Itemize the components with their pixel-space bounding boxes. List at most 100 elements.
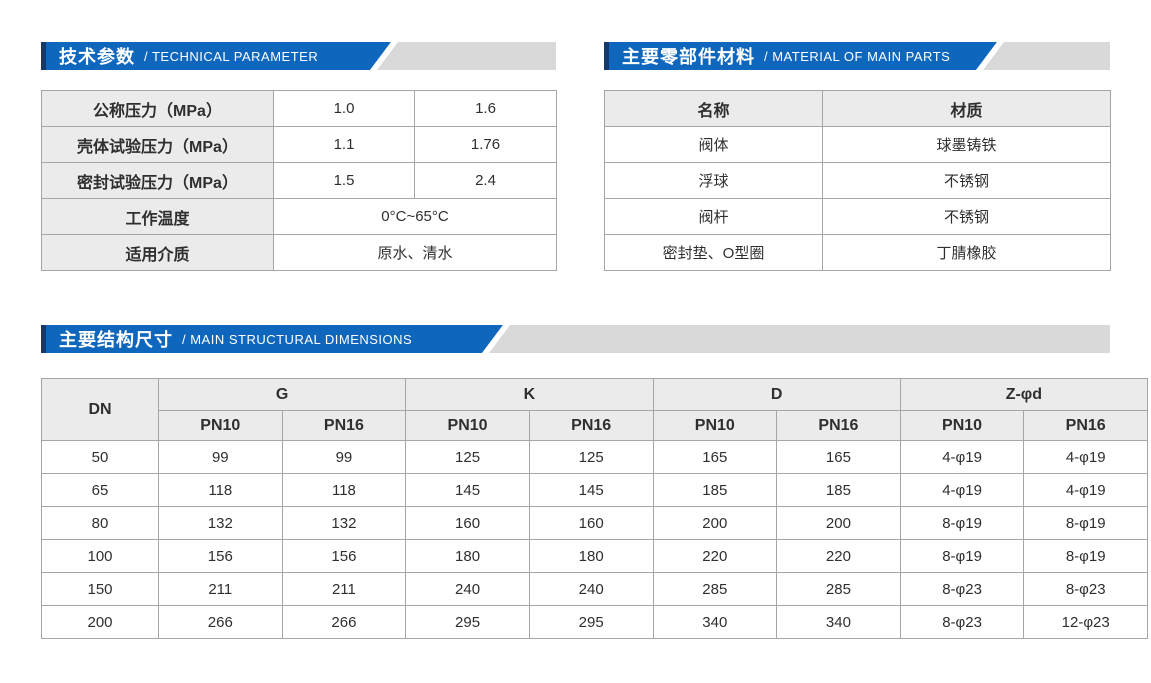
column-header-dn: DN: [41, 378, 159, 441]
column-header-pn: PN10: [899, 410, 1025, 441]
section-title-en: / MAIN STRUCTURAL DIMENSIONS: [182, 331, 413, 347]
dim-value: 185: [776, 473, 901, 507]
dim-value: 4-φ19: [1023, 440, 1148, 474]
dim-value: 165: [652, 440, 778, 474]
column-group-d: D: [652, 378, 901, 411]
table-row: 壳体试验压力（MPa） 1.1 1.76: [41, 126, 557, 163]
dim-value: 180: [528, 539, 654, 573]
part-name: 阀体: [604, 126, 823, 163]
dim-value: 266: [158, 605, 283, 639]
dim-value: 8-φ23: [899, 605, 1025, 639]
dim-value: 12-φ23: [1023, 605, 1148, 639]
column-group-g: G: [157, 378, 407, 411]
dim-value: 295: [528, 605, 654, 639]
column-header-pn: PN16: [776, 410, 901, 441]
column-group-k: K: [405, 378, 654, 411]
table-row: 150 211 211 240 240 285 285 8-φ23 8-φ23: [41, 572, 1148, 606]
dim-value: 4-φ19: [899, 473, 1025, 507]
technical-parameter-table: 公称压力（MPa） 1.0 1.6 壳体试验压力（MPa） 1.1 1.76 密…: [41, 90, 557, 271]
dim-value: 295: [405, 605, 530, 639]
dim-value: 200: [652, 506, 778, 540]
section-title-en: / TECHNICAL PARAMETER: [144, 48, 319, 64]
table-row: 工作温度 0°C~65°C: [41, 198, 557, 235]
dim-value: 266: [281, 605, 407, 639]
dim-value: 160: [528, 506, 654, 540]
dim-value: 4-φ19: [1023, 473, 1148, 507]
table-row: 适用介质 原水、清水: [41, 234, 557, 271]
dn-value: 65: [41, 473, 159, 507]
dim-value: 8-φ19: [899, 506, 1025, 540]
row-value: 原水、清水: [273, 234, 557, 271]
row-label: 适用介质: [41, 234, 274, 271]
column-header-pn: PN10: [405, 410, 530, 441]
dim-value: 118: [158, 473, 283, 507]
header-navy-accent: [41, 325, 46, 353]
dim-value: 160: [405, 506, 530, 540]
section-title-en: / MATERIAL OF MAIN PARTS: [764, 48, 951, 64]
structural-dimensions-table: DN G K D Z-φd PN10 PN16 PN10 PN16 PN10 P…: [41, 378, 1149, 639]
dim-value: 240: [528, 572, 654, 606]
dn-value: 150: [41, 572, 159, 606]
part-name: 阀杆: [604, 198, 823, 235]
dim-value: 200: [776, 506, 901, 540]
dim-value: 165: [776, 440, 901, 474]
dn-value: 200: [41, 605, 159, 639]
table-subheader-row: PN10 PN16 PN10 PN16 PN10 PN16 PN10 PN16: [42, 410, 1148, 441]
table-row: 阀体 球墨铸铁: [604, 126, 1111, 163]
dim-value: 125: [405, 440, 530, 474]
row-label: 公称压力（MPa）: [41, 90, 274, 127]
header-blue-banner: 主要零部件材料 / MATERIAL OF MAIN PARTS: [604, 42, 997, 70]
part-material: 不锈钢: [822, 162, 1111, 199]
dim-value: 156: [158, 539, 283, 573]
table-row: 50 99 99 125 125 165 165 4-φ19 4-φ19: [41, 440, 1148, 474]
table-row: 100 156 156 180 180 220 220 8-φ19 8-φ19: [41, 539, 1148, 573]
dim-value: 8-φ23: [1023, 572, 1148, 606]
dim-value: 8-φ23: [899, 572, 1025, 606]
row-value: 1.76: [414, 126, 557, 163]
row-value: 2.4: [414, 162, 557, 199]
dim-value: 340: [776, 605, 901, 639]
dim-value: 4-φ19: [899, 440, 1025, 474]
section-title-zh: 技术参数: [59, 47, 135, 67]
dim-value: 99: [158, 440, 283, 474]
column-header-pn: PN16: [1023, 410, 1148, 441]
dim-value: 220: [652, 539, 778, 573]
table-row: 密封试验压力（MPa） 1.5 2.4: [41, 162, 557, 199]
table-row: 密封垫、O型圈 丁腈橡胶: [604, 234, 1111, 271]
dim-value: 132: [158, 506, 283, 540]
dim-value: 99: [281, 440, 407, 474]
dim-value: 156: [281, 539, 407, 573]
row-value: 1.1: [273, 126, 415, 163]
column-header-name: 名称: [604, 90, 823, 127]
column-header-pn: PN10: [652, 410, 778, 441]
column-group-z-phi-d: Z-φd: [899, 378, 1149, 411]
dim-value: 180: [405, 539, 530, 573]
dim-value: 118: [281, 473, 407, 507]
row-value: 1.0: [273, 90, 415, 127]
dim-value: 132: [281, 506, 407, 540]
table-row: 浮球 不锈钢: [604, 162, 1111, 199]
header-blue-banner: 主要结构尺寸 / MAIN STRUCTURAL DIMENSIONS: [41, 325, 503, 353]
column-header-pn: PN10: [158, 410, 283, 441]
part-material: 球墨铸铁: [822, 126, 1111, 163]
table-row: 公称压力（MPa） 1.0 1.6: [41, 90, 557, 127]
dim-value: 285: [652, 572, 778, 606]
dim-value: 145: [528, 473, 654, 507]
table-row: 阀杆 不锈钢: [604, 198, 1111, 235]
table-group-header-row: DN G K D Z-φd: [41, 378, 1149, 441]
table-row: 65 118 118 145 145 185 185 4-φ19 4-φ19: [41, 473, 1148, 507]
dim-value: 125: [528, 440, 654, 474]
column-header-pn: PN16: [528, 410, 654, 441]
dim-value: 8-φ19: [1023, 506, 1148, 540]
main-structural-dimensions-header: 主要结构尺寸 / MAIN STRUCTURAL DIMENSIONS: [41, 325, 1110, 353]
part-material: 不锈钢: [822, 198, 1111, 235]
dim-value: 340: [652, 605, 778, 639]
dim-value: 145: [405, 473, 530, 507]
technical-parameter-header: 技术参数 / TECHNICAL PARAMETER: [41, 42, 556, 70]
dn-value: 80: [41, 506, 159, 540]
section-title-zh: 主要零部件材料: [622, 47, 755, 67]
part-name: 密封垫、O型圈: [604, 234, 823, 271]
part-name: 浮球: [604, 162, 823, 199]
dim-value: 211: [281, 572, 407, 606]
row-value: 0°C~65°C: [273, 198, 557, 235]
